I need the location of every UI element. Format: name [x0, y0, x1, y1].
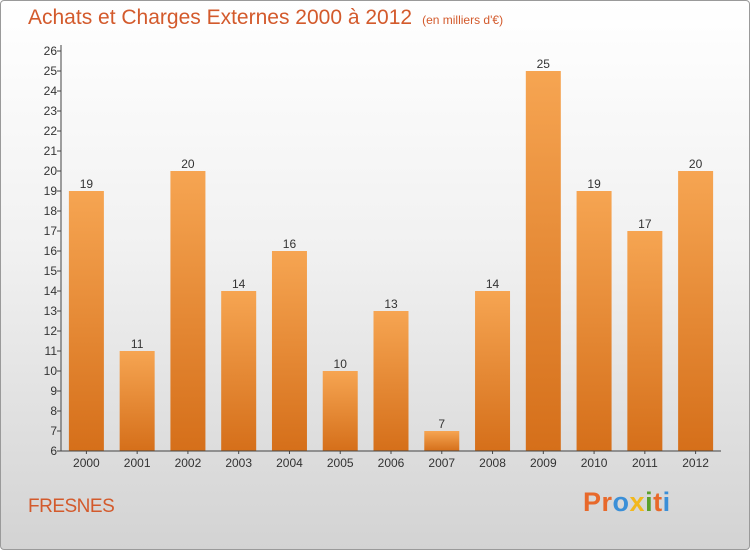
data-label-2002: 20 [181, 157, 195, 171]
brand-letter: i [662, 487, 671, 517]
bar-2009 [525, 71, 561, 451]
bar-2007 [424, 431, 460, 451]
bar-2004 [271, 251, 307, 451]
x-tick-label-2011: 2011 [632, 456, 658, 470]
brand-letter: r [601, 487, 613, 517]
y-tick-label-16: 16 [44, 244, 58, 258]
data-label-2006: 13 [384, 297, 398, 311]
y-tick-label-6: 6 [50, 444, 57, 458]
x-tick-label-2001: 2001 [124, 456, 151, 470]
data-label-2007: 7 [438, 417, 445, 431]
y-tick-label-18: 18 [44, 204, 58, 218]
y-tick-label-8: 8 [50, 404, 57, 418]
data-label-2001: 11 [131, 337, 144, 351]
bar-2003 [221, 291, 257, 451]
brand-letter: P [583, 487, 602, 517]
x-tick-label-2003: 2003 [225, 456, 252, 470]
bar-2000 [68, 191, 104, 451]
x-tick-label-2005: 2005 [327, 456, 354, 470]
data-label-2003: 14 [232, 277, 246, 291]
y-tick-label-12: 12 [44, 324, 58, 338]
brand-letter: t [653, 487, 663, 517]
x-tick-label-2004: 2004 [276, 456, 303, 470]
chart-title: Achats et Charges Externes 2000 à 2012 [28, 6, 413, 29]
city-name: FRESNES [28, 496, 115, 517]
y-tick-label-9: 9 [50, 384, 57, 398]
brand-letter: x [629, 487, 646, 517]
chart-title-row: Achats et Charges Externes 2000 à 2012 (e… [28, 6, 503, 30]
brand-letter: o [612, 487, 630, 517]
y-tick-label-22: 22 [44, 124, 58, 138]
y-tick-label-20: 20 [44, 164, 58, 178]
x-tick-label-2012: 2012 [682, 456, 709, 470]
x-tick-label-2010: 2010 [581, 456, 608, 470]
x-tick-label-2009: 2009 [530, 456, 557, 470]
bar-2006 [373, 311, 409, 451]
y-tick-label-11: 11 [45, 344, 58, 358]
y-tick-label-25: 25 [44, 64, 58, 78]
data-label-2008: 14 [486, 277, 500, 291]
brand-letter: i [645, 487, 654, 517]
bar-2008 [475, 291, 511, 451]
y-tick-label-15: 15 [44, 264, 58, 278]
x-tick-label-2000: 2000 [73, 456, 100, 470]
y-tick-label-19: 19 [44, 184, 58, 198]
data-label-2011: 17 [638, 217, 652, 231]
x-tick-label-2002: 2002 [175, 456, 202, 470]
y-tick-label-14: 14 [44, 284, 58, 298]
bar-2011 [627, 231, 663, 451]
bar-2012 [678, 171, 714, 451]
data-label-2012: 20 [689, 157, 703, 171]
bar-2001 [119, 351, 155, 451]
y-tick-label-13: 13 [44, 304, 58, 318]
y-tick-label-10: 10 [44, 364, 58, 378]
bar-2002 [170, 171, 206, 451]
y-tick-label-21: 21 [44, 144, 58, 158]
data-label-2005: 10 [334, 357, 348, 371]
y-tick-label-7: 7 [50, 424, 57, 438]
y-tick-label-17: 17 [44, 224, 58, 238]
chart-subtitle: (en milliers d'€) [422, 13, 504, 27]
y-tick-label-26: 26 [44, 44, 58, 58]
bar-2005 [322, 371, 358, 451]
data-label-2004: 16 [283, 237, 297, 251]
data-label-2000: 19 [80, 177, 94, 191]
x-tick-label-2006: 2006 [378, 456, 405, 470]
y-tick-label-23: 23 [44, 104, 58, 118]
y-tick-label-24: 24 [44, 84, 58, 98]
x-tick-label-2008: 2008 [479, 456, 506, 470]
proxiti-logo: Proxiti [583, 487, 671, 518]
data-label-2010: 19 [587, 177, 601, 191]
data-label-2009: 25 [537, 57, 551, 71]
x-tick-label-2007: 2007 [428, 456, 455, 470]
bar-2010 [576, 191, 612, 451]
